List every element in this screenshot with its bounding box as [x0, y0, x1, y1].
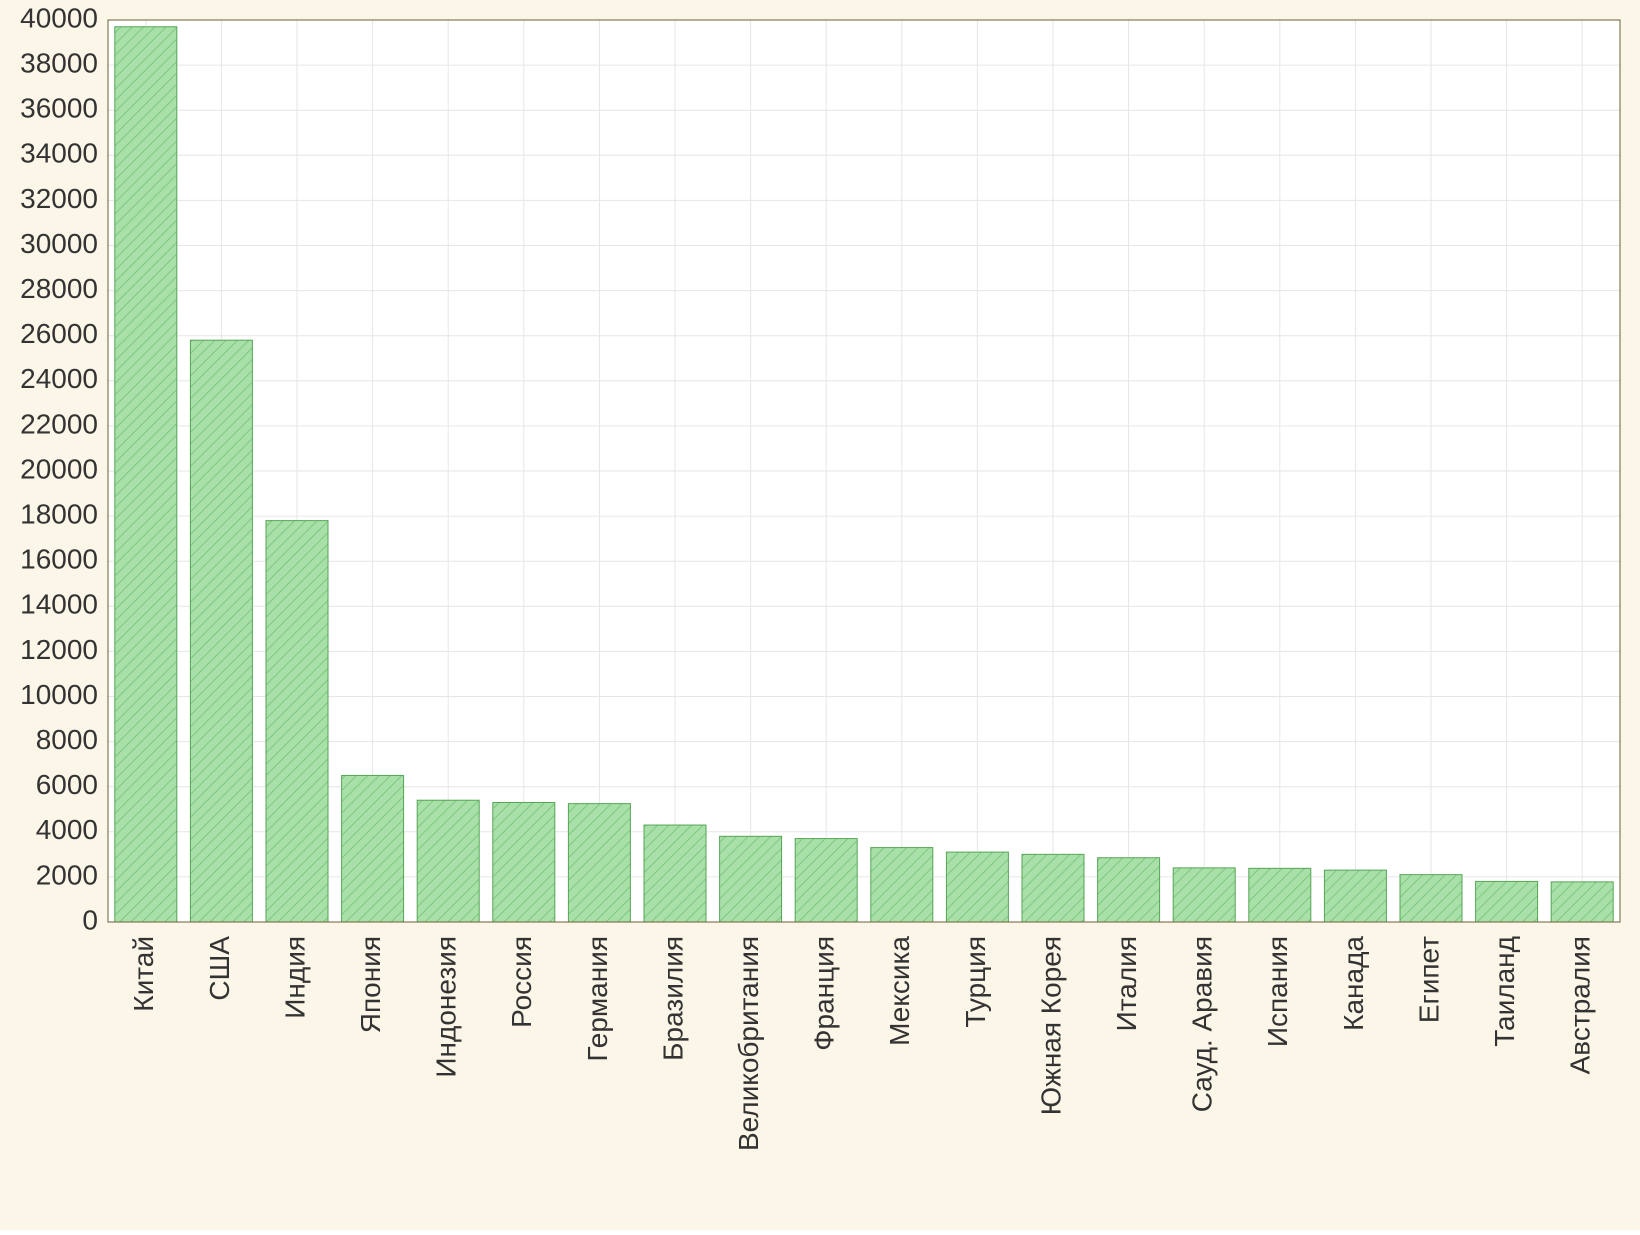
y-tick-label: 30000 — [20, 228, 98, 259]
bar — [342, 775, 404, 922]
bar — [1476, 881, 1538, 922]
bar — [1324, 870, 1386, 922]
y-tick-label: 2000 — [36, 859, 98, 890]
x-tick-label: США — [204, 936, 235, 1001]
y-tick-label: 14000 — [20, 589, 98, 620]
y-tick-label: 40000 — [20, 2, 98, 33]
y-tick-label: 6000 — [36, 769, 98, 800]
y-tick-label: 32000 — [20, 183, 98, 214]
x-tick-label: Россия — [506, 936, 537, 1028]
bar — [1022, 854, 1084, 922]
x-tick-label: Великобритания — [733, 936, 764, 1151]
x-tick-label: Южная Корея — [1035, 936, 1066, 1115]
x-tick-label: Испания — [1262, 936, 1293, 1047]
x-tick-label: Бразилия — [657, 936, 688, 1061]
x-tick-label: Индонезия — [431, 936, 462, 1078]
bar — [1400, 875, 1462, 922]
y-tick-label: 28000 — [20, 273, 98, 304]
y-tick-label: 26000 — [20, 318, 98, 349]
bar — [1249, 868, 1311, 922]
bar — [568, 804, 630, 922]
x-tick-label: Египет — [1413, 936, 1444, 1023]
y-tick-label: 10000 — [20, 679, 98, 710]
x-tick-label: Сауд. Аравия — [1187, 936, 1218, 1112]
bar — [1098, 858, 1160, 922]
bar — [417, 800, 479, 922]
x-tick-label: Франция — [809, 936, 840, 1051]
x-tick-label: Мексика — [884, 936, 915, 1046]
bar — [720, 836, 782, 922]
y-tick-label: 4000 — [36, 814, 98, 845]
y-tick-label: 0 — [82, 904, 98, 935]
x-tick-label: Австралия — [1565, 936, 1596, 1074]
y-tick-label: 36000 — [20, 93, 98, 124]
y-tick-label: 18000 — [20, 498, 98, 529]
y-tick-label: 20000 — [20, 453, 98, 484]
y-tick-label: 8000 — [36, 724, 98, 755]
x-tick-label: Германия — [582, 936, 613, 1062]
bar — [1173, 868, 1235, 922]
y-tick-label: 24000 — [20, 363, 98, 394]
y-tick-label: 34000 — [20, 138, 98, 169]
bar — [795, 839, 857, 922]
y-tick-label: 38000 — [20, 47, 98, 78]
x-tick-label: Таиланд — [1489, 936, 1520, 1047]
x-tick-label: Япония — [355, 936, 386, 1033]
y-tick-label: 12000 — [20, 634, 98, 665]
y-tick-label: 22000 — [20, 408, 98, 439]
y-tick-label: 16000 — [20, 544, 98, 575]
bar — [946, 852, 1008, 922]
bar-chart: 0 2000 4000 6000 8000 10000 12000 14000 16000 180… — [0, 0, 1640, 1230]
x-tick-label: Китай — [128, 936, 159, 1012]
bar — [644, 825, 706, 922]
bar — [493, 802, 555, 922]
bar — [266, 521, 328, 922]
bar — [190, 340, 252, 922]
bar — [1551, 882, 1613, 922]
x-tick-label: Турция — [960, 936, 991, 1028]
bar — [871, 848, 933, 922]
x-tick-label: Италия — [1111, 936, 1142, 1031]
x-tick-label: Канада — [1338, 936, 1369, 1031]
x-tick-label: Индия — [279, 936, 310, 1019]
bar — [115, 27, 177, 922]
